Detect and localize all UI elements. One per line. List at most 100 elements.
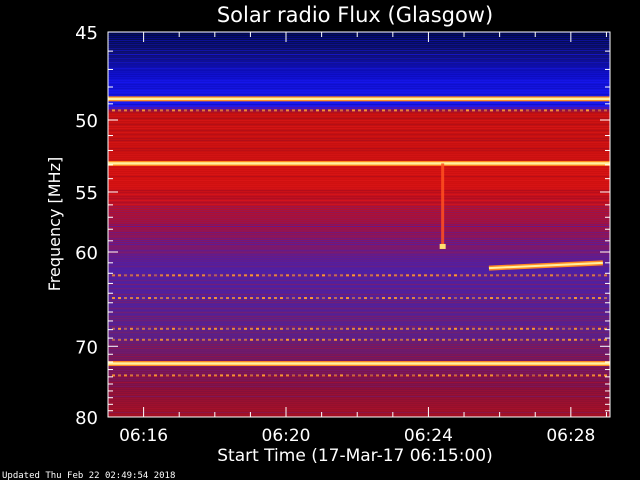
spectrogram-band [108, 400, 610, 401]
emission-dot [280, 327, 283, 330]
emission-dot [472, 274, 475, 277]
emission-dot [454, 109, 457, 112]
emission-dot [364, 374, 367, 377]
emission-dot [316, 274, 319, 277]
spectrogram-band [108, 294, 610, 295]
emission-dot [328, 109, 331, 112]
emission-dot [544, 109, 547, 112]
x-axis: 06:16 06:20 06:24 06:28 [107, 32, 607, 446]
emission-dot [448, 374, 451, 377]
spectrogram-band [108, 180, 610, 181]
emission-dot [274, 327, 277, 330]
emission-dot [304, 274, 307, 277]
spectrogram-band [108, 330, 610, 331]
spectrogram-band [108, 376, 610, 377]
emission-dot [166, 297, 169, 300]
emission-dot [358, 374, 361, 377]
emission-dot [418, 109, 421, 112]
emission-dot [448, 109, 451, 112]
emission-dot [208, 338, 211, 341]
spectrogram-band [108, 282, 610, 283]
emission-dot [436, 109, 439, 112]
spectrogram-band [108, 240, 610, 241]
spectrogram-band [108, 412, 610, 413]
spectrogram-band [108, 250, 610, 251]
spectrogram-band [108, 116, 610, 117]
spectrogram-band [108, 312, 610, 313]
emission-dot [466, 327, 469, 330]
emission-dot [310, 297, 313, 300]
emission-dot [286, 297, 289, 300]
emission-dot [250, 338, 253, 341]
spectrogram-band [108, 284, 610, 285]
emission-dot [568, 327, 571, 330]
emission-dot [136, 338, 139, 341]
emission-dot [160, 338, 163, 341]
emission-dot [316, 338, 319, 341]
emission-dot [574, 374, 577, 377]
emission-dot [268, 374, 271, 377]
emission-dot [214, 297, 217, 300]
emission-dot [478, 338, 481, 341]
burst-spot [439, 243, 446, 249]
emission-dot [490, 109, 493, 112]
emission-dot [130, 338, 133, 341]
emission-dot [148, 274, 151, 277]
emission-dot [184, 297, 187, 300]
bright-line [108, 162, 610, 165]
spectrogram-band [108, 396, 610, 397]
emission-dot [544, 327, 547, 330]
emission-dot [604, 374, 607, 377]
x-tick-label: 06:16 [119, 426, 168, 446]
emission-dot [466, 297, 469, 300]
emission-dot [178, 274, 181, 277]
emission-dot [190, 109, 193, 112]
spectrogram-band [108, 194, 610, 195]
spectrogram-band [108, 288, 610, 289]
spectrogram-band [108, 256, 610, 257]
emission-dot [244, 338, 247, 341]
emission-dot [232, 327, 235, 330]
emission-dot [580, 274, 583, 277]
emission-dot [370, 338, 373, 341]
spectrogram-band [108, 102, 610, 103]
spectrogram-band [108, 404, 610, 405]
emission-dot [358, 109, 361, 112]
emission-dot [472, 297, 475, 300]
emission-dot [340, 338, 343, 341]
spectrogram-band [108, 386, 610, 387]
emission-dot [418, 297, 421, 300]
emission-dot [190, 327, 193, 330]
spectrogram-band [108, 352, 610, 353]
spectrogram-band [108, 128, 610, 129]
emission-dot [556, 327, 559, 330]
emission-dot [292, 274, 295, 277]
emission-dot [454, 297, 457, 300]
emission-dot [298, 327, 301, 330]
emission-dot [124, 338, 127, 341]
spectrogram-band [108, 224, 610, 225]
emission-dot [400, 109, 403, 112]
emission-dot [148, 338, 151, 341]
emission-dot [538, 327, 541, 330]
emission-dot [490, 338, 493, 341]
emission-dot [208, 297, 211, 300]
spectrogram-band [108, 232, 610, 233]
spectrogram-band [108, 202, 610, 203]
spectrogram-band [108, 198, 610, 199]
emission-dot [484, 274, 487, 277]
emission-dot [172, 327, 175, 330]
emission-dot [322, 374, 325, 377]
emission-dot [430, 338, 433, 341]
emission-dot [268, 338, 271, 341]
emission-dot [304, 109, 307, 112]
emission-dot [196, 374, 199, 377]
emission-dot [346, 327, 349, 330]
emission-dot [562, 274, 565, 277]
spectrogram-band [108, 206, 610, 207]
emission-dot [574, 327, 577, 330]
spectrogram-band [108, 414, 610, 415]
spectrogram-band [108, 132, 610, 133]
emission-dot [604, 274, 607, 277]
emission-dot [502, 109, 505, 112]
